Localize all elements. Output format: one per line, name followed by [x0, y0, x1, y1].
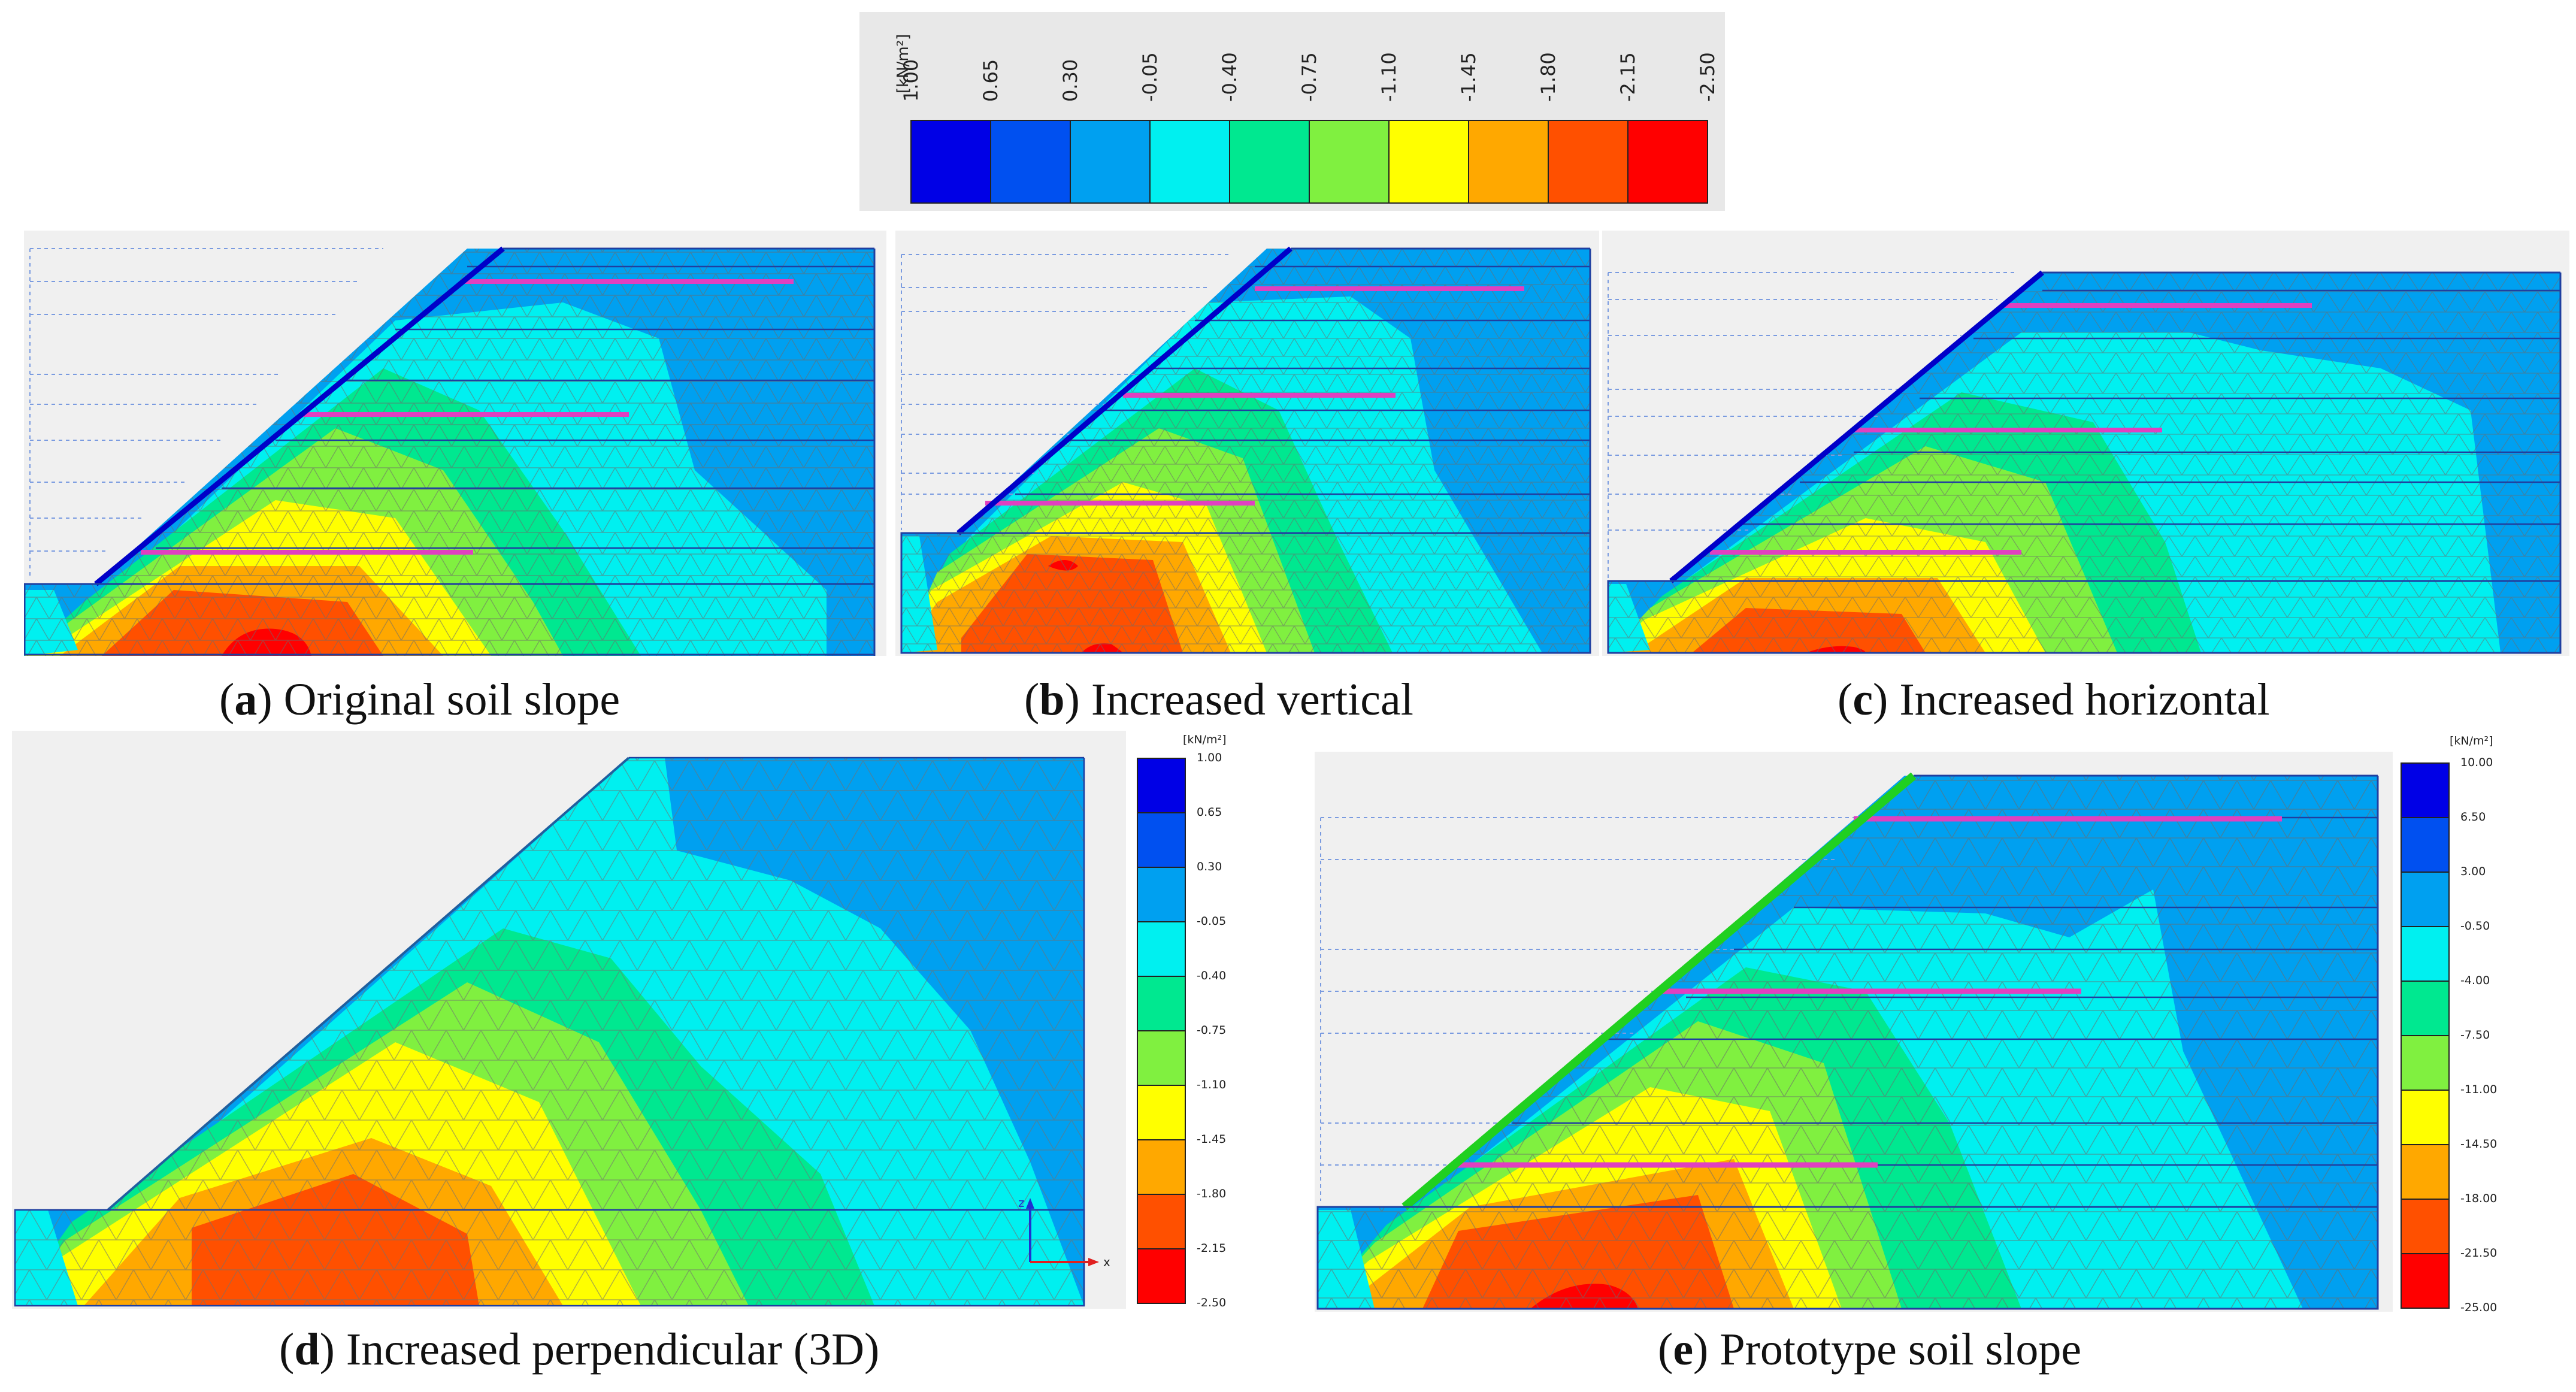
top-legend-tick: -1.10: [1378, 52, 1400, 102]
panel-a-slope-plot: [24, 246, 876, 656]
legend-tick-label: -1.45: [1197, 1133, 1227, 1146]
top-legend-tick: -0.75: [1298, 52, 1321, 102]
legend-tick-label: -2.15: [1197, 1242, 1227, 1255]
caption-c: (c) Increased horizontal: [1838, 674, 2270, 725]
legend-tick-label: -2.50: [1197, 1296, 1227, 1309]
top-legend-tick: -2.15: [1617, 52, 1639, 102]
legend-tick-label: -0.75: [1197, 1024, 1227, 1037]
top-legend-tick: -1.80: [1537, 52, 1560, 102]
legend-tick-label: -21.50: [2460, 1246, 2498, 1260]
caption-a: (a) Original soil slope: [219, 674, 620, 725]
legend-swatch: [1137, 976, 1186, 1031]
legend-e-unit: [kN/m²]: [2450, 734, 2493, 748]
top-legend-swatch: [1070, 120, 1151, 204]
legend-tick-label: -4.00: [2460, 974, 2490, 987]
caption-e: (e) Prototype soil slope: [1658, 1324, 2082, 1375]
legend-tick-label: -7.50: [2460, 1028, 2490, 1042]
axis-x-label: x: [1103, 1255, 1110, 1269]
top-legend-swatch: [1388, 120, 1469, 204]
top-legend-tick: 0.30: [1059, 59, 1082, 102]
top-legend-swatch: [990, 120, 1071, 204]
top-legend-tick: -1.45: [1457, 52, 1480, 102]
caption-d: (d) Increased perpendicular (3D): [279, 1324, 880, 1375]
top-legend-tick: 1.00: [900, 59, 922, 102]
legend-d-unit: [kN/m²]: [1183, 733, 1227, 746]
legend-tick-label: -18.00: [2460, 1192, 2498, 1205]
legend-tick-label: 10.00: [2460, 756, 2493, 769]
legend-tick-label: -0.40: [1197, 969, 1227, 982]
panel-d-3d-plot: z x: [14, 756, 1110, 1307]
axis-z-label: z: [1018, 1196, 1025, 1210]
legend-tick-label: 3.00: [2460, 865, 2486, 878]
legend-tick-label: 0.30: [1197, 860, 1222, 873]
legend-swatch: [1137, 921, 1186, 977]
axis-triad: z x: [1018, 1196, 1110, 1269]
top-legend-swatch: [1548, 120, 1628, 204]
top-legend-swatch: [910, 120, 991, 204]
panel-e-slope-plot: [1316, 772, 2379, 1310]
legend-swatch: [1137, 1248, 1186, 1304]
legend-tick-label: 1.00: [1197, 751, 1222, 764]
legend-tick-label: 0.65: [1197, 806, 1222, 819]
legend-swatch: [1137, 867, 1186, 922]
top-legend-tick: -0.40: [1218, 52, 1241, 102]
top-color-legend: [kN/m²] 1.00 0.65 0.30 -0.05 -0.40 -0.75 -1.10…: [859, 12, 1725, 211]
top-legend-swatch: [1229, 120, 1310, 204]
legend-swatch: [1137, 1085, 1186, 1140]
legend-swatch: [2401, 817, 2450, 873]
legend-swatch: [2401, 871, 2450, 927]
top-legend-swatch: [1627, 120, 1708, 204]
legend-tick-label: -25.00: [2460, 1301, 2498, 1314]
legend-swatch: [2401, 1253, 2450, 1309]
legend-swatch: [2401, 1035, 2450, 1091]
top-legend-tick: 0.65: [979, 59, 1002, 102]
top-legend-tick: -0.05: [1139, 52, 1161, 102]
legend-tick-label: -14.50: [2460, 1137, 2498, 1151]
legend-swatch: [2401, 1144, 2450, 1200]
legend-swatch: [1137, 758, 1186, 813]
legend-swatch: [2401, 981, 2450, 1036]
legend-tick-label: 6.50: [2460, 810, 2486, 824]
panel-b-slope-plot: [900, 246, 1591, 654]
legend-tick-label: -1.80: [1197, 1187, 1227, 1200]
legend-swatch: [1137, 1139, 1186, 1195]
legend-tick-label: -1.10: [1197, 1078, 1227, 1091]
legend-swatch: [1137, 1194, 1186, 1249]
legend-swatch: [2401, 1199, 2450, 1254]
legend-tick-label: -11.00: [2460, 1083, 2498, 1096]
legend-swatch: [1137, 812, 1186, 868]
top-legend-tick: -2.50: [1696, 52, 1719, 102]
legend-swatch: [1137, 1030, 1186, 1086]
panel-c-slope-plot: [1607, 270, 2562, 654]
legend-tick-label: -0.50: [2460, 919, 2490, 933]
top-legend-swatch: [1149, 120, 1230, 204]
caption-b: (b) Increased vertical: [1024, 674, 1413, 725]
legend-swatch: [2401, 762, 2450, 818]
top-legend-swatch: [1468, 120, 1549, 204]
legend-tick-label: -0.05: [1197, 915, 1227, 928]
legend-swatch: [2401, 926, 2450, 982]
top-legend-swatch: [1309, 120, 1390, 204]
legend-swatch: [2401, 1090, 2450, 1145]
